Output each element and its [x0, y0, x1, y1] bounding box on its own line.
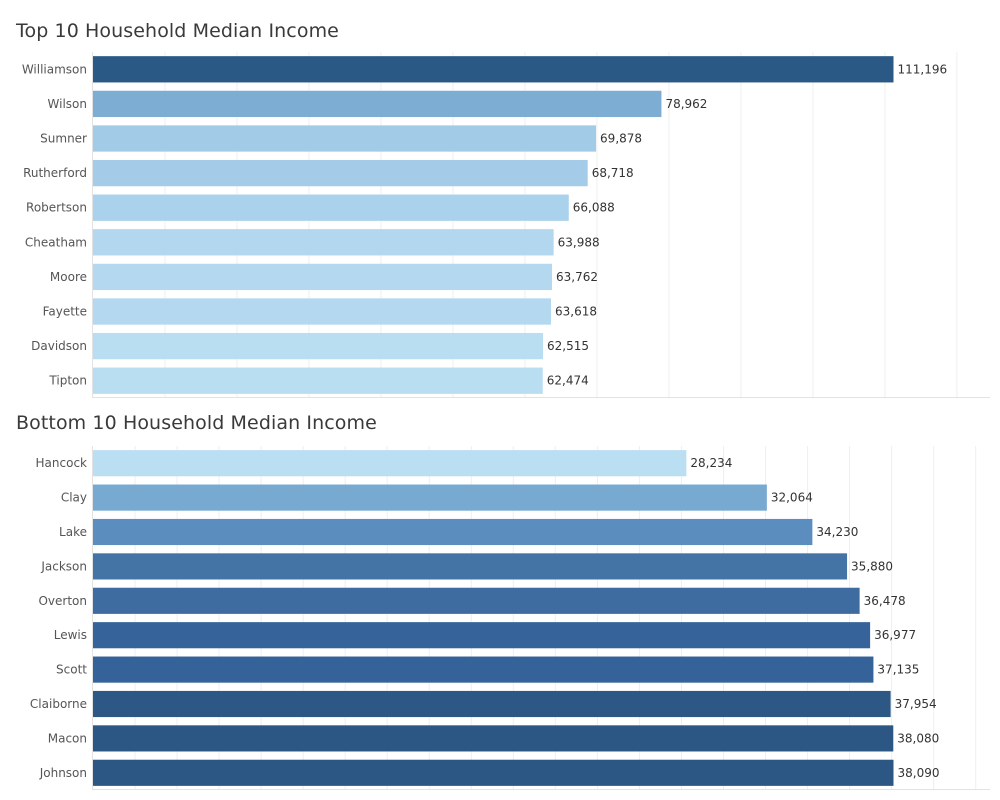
- bottom-value-label: 37,954: [895, 697, 937, 711]
- top-category-label: Fayette: [43, 305, 87, 319]
- top-category-label: Sumner: [40, 132, 87, 146]
- top-value-label: 63,762: [556, 270, 598, 284]
- bottom-value-label: 36,977: [874, 628, 916, 642]
- bottom-bar[interactable]: [93, 450, 687, 477]
- bottom-bar[interactable]: [93, 759, 894, 786]
- bottom-value-label: 35,880: [851, 559, 893, 573]
- top-bar[interactable]: [93, 367, 543, 394]
- bottom-bar[interactable]: [93, 656, 874, 683]
- bottom-bar[interactable]: [93, 518, 813, 546]
- top-value-label: 66,088: [573, 201, 615, 215]
- top-category-label: Moore: [50, 270, 87, 284]
- bottom-bar[interactable]: [93, 725, 894, 752]
- bottom-value-label: 37,135: [877, 663, 919, 677]
- top-bar[interactable]: [93, 194, 569, 221]
- top-value-label: 62,474: [547, 374, 589, 388]
- top-category-label: Wilson: [48, 97, 87, 111]
- bottom-category-label: Jackson: [40, 559, 87, 573]
- top-value-label: 69,878: [600, 132, 642, 146]
- bottom-value-label: 34,230: [816, 525, 858, 539]
- bottom-value-label: 36,478: [864, 594, 906, 608]
- top-value-label: 63,988: [558, 235, 600, 249]
- bottom-value-label: 32,064: [771, 491, 813, 505]
- top-value-label: 78,962: [665, 97, 707, 111]
- bottom-category-label: Hancock: [36, 456, 88, 470]
- bottom-category-label: Overton: [38, 594, 87, 608]
- top-category-label: Rutherford: [23, 166, 87, 180]
- top-bar[interactable]: [93, 298, 551, 325]
- top-value-label: 63,618: [555, 305, 597, 319]
- top-category-label: Robertson: [26, 201, 87, 215]
- top-income-chart: Williamson 111,196 Wilson 78,962 Sumner 69,87…: [22, 52, 990, 398]
- bottom-value-label: 38,080: [897, 731, 939, 745]
- top-bar[interactable]: [93, 159, 588, 187]
- bottom-chart-title: Bottom 10 Household Median Income: [16, 412, 377, 434]
- top-bar[interactable]: [93, 229, 554, 256]
- top-bar[interactable]: [93, 56, 894, 83]
- bottom-category-label: Clay: [61, 491, 87, 505]
- bottom-category-label: Lewis: [54, 628, 87, 642]
- bottom-category-label: Claiborne: [30, 697, 87, 711]
- bottom-bar[interactable]: [93, 622, 871, 649]
- bottom-value-label: 38,090: [898, 766, 940, 780]
- bottom-category-label: Macon: [48, 731, 87, 745]
- bottom-income-chart: Hancock 28,234 Clay 32,064 Lake 34,230 Jackson…: [30, 446, 990, 790]
- top-bar[interactable]: [93, 90, 662, 118]
- bottom-bar[interactable]: [93, 690, 891, 718]
- top-chart-title: Top 10 Household Median Income: [16, 20, 339, 42]
- top-bar[interactable]: [93, 332, 544, 360]
- top-category-label: Williamson: [22, 62, 87, 76]
- bottom-bar[interactable]: [93, 587, 860, 614]
- bottom-category-label: Scott: [56, 663, 87, 677]
- bottom-bar[interactable]: [93, 484, 767, 511]
- top-value-label: 62,515: [547, 339, 589, 353]
- top-category-label: Davidson: [31, 339, 87, 353]
- top-value-label: 68,718: [592, 166, 634, 180]
- bottom-category-label: Lake: [59, 525, 87, 539]
- top-bar[interactable]: [93, 263, 553, 291]
- top-category-label: Tipton: [48, 374, 87, 388]
- bottom-category-label: Johnson: [39, 766, 87, 780]
- bottom-value-label: 28,234: [690, 456, 732, 470]
- bottom-bar[interactable]: [93, 553, 848, 580]
- top-category-label: Cheatham: [25, 235, 87, 249]
- top-bar[interactable]: [93, 125, 597, 152]
- top-value-label: 111,196: [898, 62, 948, 76]
